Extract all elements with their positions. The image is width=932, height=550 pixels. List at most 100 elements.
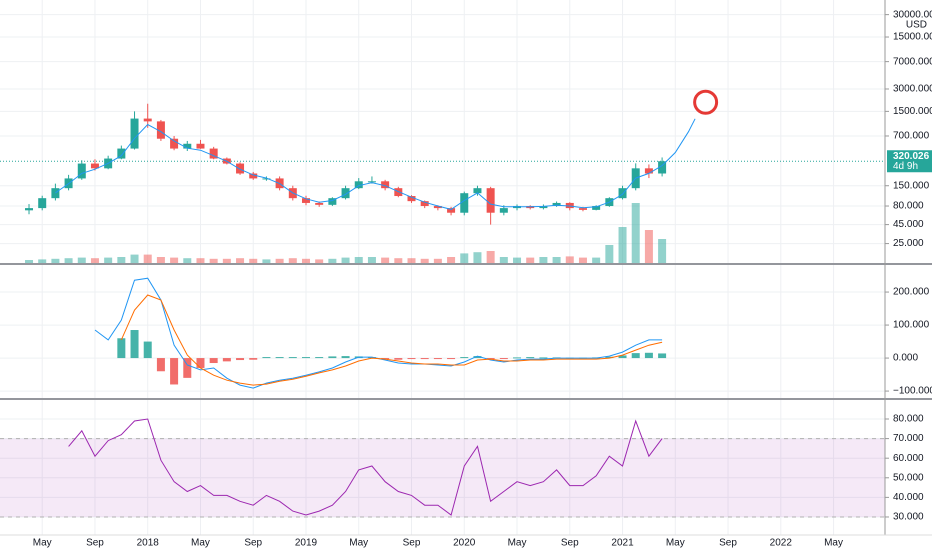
histogram-bar — [288, 357, 297, 359]
candle-body — [658, 161, 667, 174]
histogram-bar — [407, 358, 416, 360]
histogram-bar — [381, 358, 390, 360]
volume-bar — [552, 257, 561, 263]
histogram-bar — [539, 357, 548, 359]
volume-bar — [117, 257, 126, 263]
x-tick-label: 2018 — [137, 538, 160, 549]
histogram-bar — [170, 358, 179, 385]
volume-bar — [526, 257, 535, 263]
candle-body — [38, 198, 47, 209]
histogram-bar — [499, 358, 508, 360]
volume-bar — [420, 258, 429, 263]
y-tick-label: 80.000 — [893, 414, 924, 425]
histogram-bar — [209, 358, 218, 364]
x-tick-label: 2020 — [453, 538, 476, 549]
y-tick-label: 50.000 — [893, 472, 924, 483]
volume-bar — [618, 227, 627, 263]
histogram-bar — [156, 358, 165, 372]
volume-bar — [513, 257, 522, 263]
volume-bar — [236, 258, 245, 263]
y-tick-label: 30.000 — [893, 512, 924, 523]
histogram-bar — [143, 341, 152, 359]
histogram-bar — [447, 358, 456, 360]
candle-body — [433, 206, 442, 209]
candle-body — [552, 202, 561, 207]
projection-line — [661, 118, 696, 166]
candle-body — [328, 198, 337, 205]
moving-average — [55, 123, 663, 210]
candle-body — [77, 163, 86, 179]
x-tick-label: 2022 — [770, 538, 793, 549]
y-tick-label: 70.000 — [893, 433, 924, 444]
volume-bar — [130, 254, 139, 263]
candle-body — [156, 121, 165, 139]
y-tick-label: 3000.000 — [893, 84, 932, 95]
histogram-bar — [249, 358, 258, 360]
y-tick-label: 45.000 — [893, 219, 924, 230]
candle-body — [130, 118, 139, 149]
x-tick-label: May — [824, 538, 843, 549]
candle-body — [473, 188, 482, 194]
y-tick-label: 700.000 — [893, 131, 930, 142]
candle-body — [90, 163, 99, 169]
volume-bar — [354, 257, 363, 263]
histogram-bar — [301, 357, 310, 359]
volume-bar — [249, 258, 258, 263]
volume-bar — [222, 258, 231, 263]
x-tick-label: May — [349, 538, 368, 549]
volume-bar — [262, 259, 271, 263]
volume-bar — [539, 257, 548, 263]
histogram-bar — [605, 356, 614, 359]
volume-bar — [315, 259, 324, 263]
candle-body — [460, 193, 469, 213]
x-tick-label: Sep — [403, 538, 421, 549]
volume-bar — [592, 257, 601, 263]
volume-bar — [170, 257, 179, 263]
y-tick-label: 0.000 — [893, 353, 918, 364]
histogram-bar — [315, 357, 324, 359]
x-tick-label: Sep — [561, 538, 579, 549]
price-badge-label: 320.026 — [893, 151, 930, 162]
x-tick-label: Sep — [86, 538, 104, 549]
histogram-bar — [631, 353, 640, 359]
volume-bar — [183, 258, 192, 263]
volume-bar — [644, 230, 653, 263]
histogram-bar — [420, 358, 429, 360]
volume-bar — [473, 252, 482, 263]
candle-body — [618, 188, 627, 199]
volume-bar — [143, 254, 152, 263]
candle-body — [420, 201, 429, 207]
candle-body — [209, 148, 218, 159]
volume-bar — [156, 257, 165, 263]
histogram-bar — [196, 358, 205, 368]
volume-bar — [605, 245, 614, 263]
histogram-bar — [394, 358, 403, 360]
histogram-bar — [658, 353, 667, 359]
volume-bar — [196, 258, 205, 263]
volume-bar — [301, 258, 310, 263]
volume-bar — [394, 258, 403, 263]
y-tick-label: 30000.000 — [893, 9, 932, 20]
currency-label: USD — [906, 20, 927, 31]
price-badge — [887, 150, 932, 173]
histogram-bar — [460, 357, 469, 359]
candle-body — [367, 181, 376, 183]
histogram-bar — [433, 358, 442, 360]
x-tick-label: May — [33, 538, 52, 549]
x-tick-label: Sep — [719, 538, 737, 549]
candle-body — [117, 148, 126, 159]
y-tick-label: 7000.000 — [893, 56, 932, 67]
volume-bar — [447, 257, 456, 263]
volume-bar — [209, 258, 218, 263]
x-tick-label: May — [191, 538, 210, 549]
histogram-bar — [275, 357, 284, 359]
histogram-bar — [183, 358, 192, 378]
y-tick-label: 80.000 — [893, 201, 924, 212]
y-tick-label: 150.000 — [893, 180, 930, 191]
x-tick-label: May — [666, 538, 685, 549]
histogram-bar — [262, 357, 271, 359]
candle-body — [51, 188, 60, 199]
candle-body — [249, 173, 258, 179]
candle-body — [592, 206, 601, 210]
